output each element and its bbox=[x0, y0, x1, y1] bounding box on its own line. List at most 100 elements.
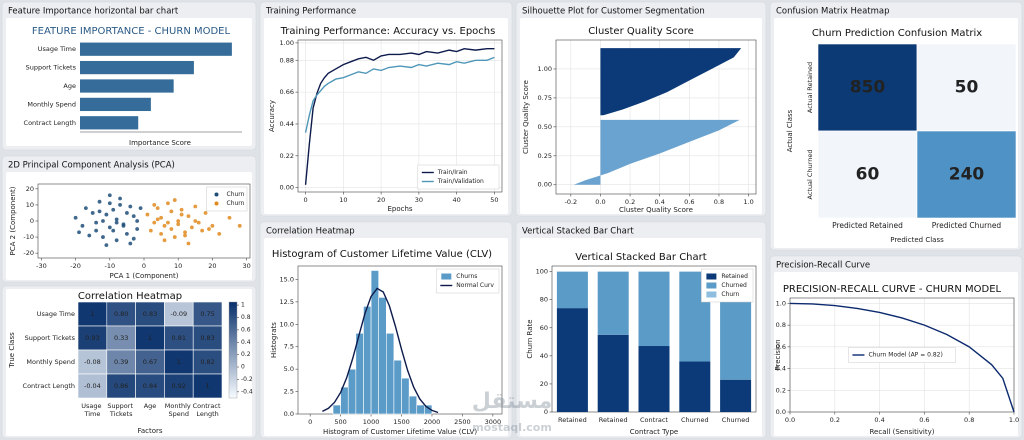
histogram-bar bbox=[401, 377, 410, 415]
y-tick-label: Support Tickets bbox=[26, 64, 77, 72]
histogram-bar bbox=[424, 404, 433, 415]
legend-swatch bbox=[706, 273, 717, 280]
y-tick-label: 10 bbox=[26, 201, 34, 209]
plot-card bbox=[6, 172, 252, 280]
x-axis-label: PCA 1 (Component) bbox=[110, 272, 179, 280]
point bbox=[189, 225, 194, 230]
x-tick-label: Contract bbox=[640, 416, 668, 424]
bar-segment bbox=[556, 308, 588, 412]
y-tick-label: 7.5 bbox=[284, 343, 294, 351]
heat-cell bbox=[164, 373, 194, 399]
point bbox=[193, 219, 198, 223]
x-tick-label: Monthly Spend bbox=[165, 402, 193, 418]
heat-cell bbox=[164, 325, 194, 351]
plot-frame bbox=[555, 39, 757, 195]
point bbox=[94, 228, 99, 233]
cell-label: -0.04 bbox=[84, 382, 101, 390]
point bbox=[172, 235, 177, 239]
y-axis-label: PCA 2 (Component) bbox=[9, 186, 17, 255]
point bbox=[145, 212, 150, 217]
watermark-logo: مستقل bbox=[472, 389, 552, 414]
point bbox=[118, 196, 122, 201]
bar-segment bbox=[638, 271, 670, 347]
point bbox=[155, 217, 160, 222]
point bbox=[83, 206, 88, 211]
x-tick-label: 0.6 bbox=[919, 416, 929, 424]
bar-segment bbox=[597, 334, 629, 412]
point bbox=[152, 203, 157, 207]
point bbox=[131, 214, 136, 219]
x-tick-label: 0.0 bbox=[785, 416, 795, 424]
y-tick-label: Actual Churned bbox=[806, 149, 814, 199]
y-tick-label: Contract Length bbox=[23, 382, 75, 390]
point bbox=[104, 243, 109, 248]
line bbox=[304, 56, 495, 133]
point bbox=[152, 220, 157, 225]
point bbox=[196, 220, 201, 225]
colorbar-tick-label: -0.2 bbox=[241, 376, 253, 383]
panel-title: Vertical Stacked Bar Chart bbox=[522, 227, 634, 237]
x-tick-label: 0 bbox=[142, 262, 146, 270]
y-tick-label: 5.0 bbox=[284, 365, 294, 373]
point bbox=[169, 209, 174, 214]
cell-label: 60 bbox=[856, 165, 880, 185]
y-tick-label: 0.44 bbox=[280, 120, 294, 128]
heat-cell bbox=[77, 349, 108, 375]
chart-title: FEATURE IMPORTANCE - CHURN MODEL bbox=[32, 26, 231, 37]
cell-label: 0.92 bbox=[172, 382, 186, 390]
point bbox=[237, 223, 242, 228]
x-tick-label: -30 bbox=[36, 262, 47, 270]
x-tick-label: 30 bbox=[242, 262, 250, 270]
panel-title: 2D Principal Component Analysis (PCA) bbox=[8, 161, 175, 171]
line bbox=[304, 47, 495, 185]
heat-cell bbox=[192, 325, 223, 351]
x-axis-label: Importance Score bbox=[129, 139, 191, 147]
area bbox=[600, 48, 742, 116]
x-tick-label: Churned bbox=[722, 416, 750, 424]
x-tick-label: Support Tickets bbox=[107, 402, 135, 418]
cell-label: -0.09 bbox=[170, 310, 187, 318]
colorbar-tick-label: 0.2 bbox=[241, 351, 251, 358]
histogram-bar bbox=[385, 332, 395, 415]
y-tick-label: 0.66 bbox=[280, 88, 294, 96]
x-tick-label: 0.0 bbox=[595, 198, 605, 206]
heat-cell bbox=[164, 349, 194, 375]
plot-frame bbox=[297, 39, 503, 193]
x-axis-label: Predicted Class bbox=[890, 236, 944, 244]
chart-title: Correlation Heatmap bbox=[78, 291, 182, 302]
line bbox=[322, 287, 439, 414]
y-tick-label: 0.8 bbox=[776, 321, 786, 329]
y-tick-label: 0.2 bbox=[776, 386, 786, 394]
x-tick-label: Contract Length bbox=[193, 402, 223, 418]
legend-label: Churn bbox=[227, 200, 245, 207]
point bbox=[114, 217, 119, 222]
point bbox=[111, 228, 116, 233]
cell-label: 1 bbox=[206, 382, 210, 390]
x-tick-label: -20 bbox=[70, 262, 81, 270]
point bbox=[138, 206, 143, 211]
cell-label: 0.82 bbox=[200, 358, 214, 366]
point bbox=[97, 209, 102, 214]
y-tick-label: 0.4 bbox=[776, 365, 786, 373]
heat-cell bbox=[77, 373, 108, 399]
x-axis-label: Factors bbox=[137, 427, 162, 435]
x-tick-label: 50 bbox=[490, 196, 498, 204]
point bbox=[131, 236, 136, 241]
y-axis-label: True Class bbox=[8, 332, 16, 369]
y-tick-label: 0.88 bbox=[280, 56, 294, 64]
histogram-bar bbox=[393, 359, 402, 415]
chart-title: Training Performance: Accuracy vs. Epoch… bbox=[280, 26, 496, 37]
y-tick-label: Usage Time bbox=[38, 45, 76, 53]
x-tick-label: 1.0 bbox=[743, 198, 753, 206]
point bbox=[77, 230, 81, 235]
colorbar-tick-label: -0.4 bbox=[241, 388, 253, 395]
point bbox=[125, 211, 129, 215]
bar-segment bbox=[679, 361, 711, 412]
x-tick-label: 0 bbox=[303, 196, 307, 204]
x-axis-label: Epochs bbox=[387, 205, 412, 213]
legend-box bbox=[436, 268, 500, 294]
point bbox=[87, 233, 92, 238]
y-tick-label: 20 bbox=[540, 380, 548, 388]
cell-label: 50 bbox=[955, 78, 979, 98]
